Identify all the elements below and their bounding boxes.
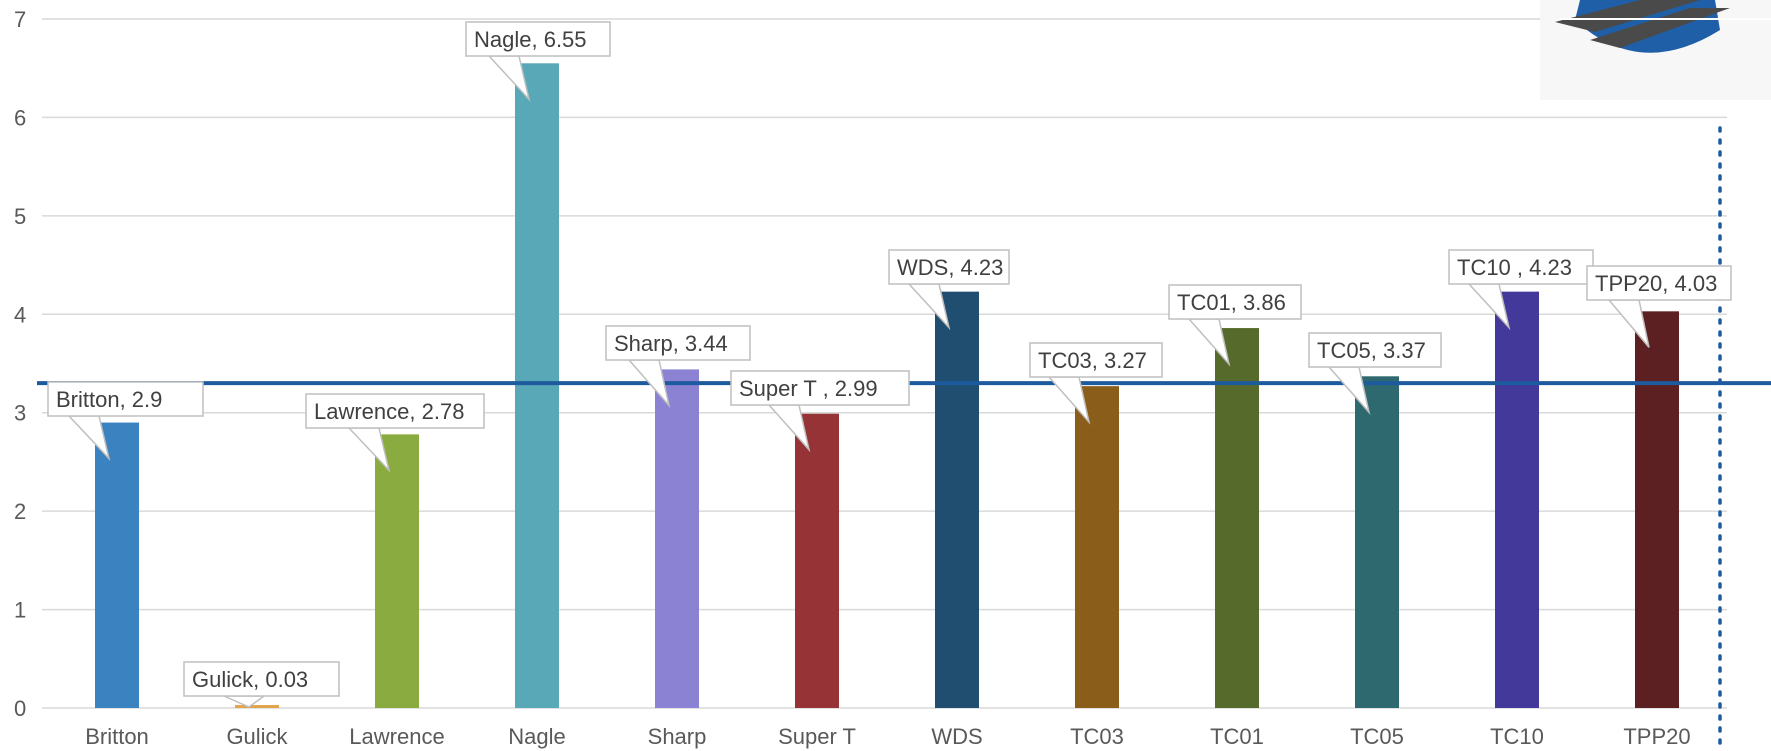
callout-fill [890,251,1008,283]
data-label-text: Lawrence, 2.78 [314,399,464,424]
callout-fill [1450,251,1592,283]
data-label-text: Super T , 2.99 [739,376,878,401]
data-label-text: WDS, 4.23 [897,255,1003,280]
y-tick-label: 0 [14,696,26,721]
callout-tail [487,55,531,102]
callout-fill [1310,334,1440,366]
x-tick-label: TPP20 [1623,724,1690,749]
x-tick-label: Super T [778,724,856,749]
bars [95,63,1679,709]
callout-tail [1187,318,1231,367]
data-labels: Britton, 2.9 Gulick, 0.03 Lawrence, 2.78 Na… [47,21,1732,708]
callout-fill [307,395,483,427]
callout-tail [67,415,111,462]
company-logo [1540,0,1771,100]
y-tick-label: 2 [14,499,26,524]
x-tick-label: Sharp [648,724,707,749]
y-tick-label: 5 [14,204,26,229]
bar [1495,291,1539,708]
data-label: Super T , 2.99 [730,370,910,453]
data-label-text: TC03, 3.27 [1038,348,1147,373]
data-label: Nagle, 6.55 [465,21,611,102]
callout-tail [1327,366,1371,415]
y-tick-label: 1 [14,598,26,623]
bar [655,369,699,708]
data-label: Sharp, 3.44 [605,325,751,409]
data-label-text: Gulick, 0.03 [192,667,308,692]
data-label: WDS, 4.23 [888,249,1010,331]
y-tick-label: 6 [14,105,26,130]
bar [1215,328,1259,708]
data-label: TC01, 3.86 [1168,284,1302,367]
x-tick-label: Britton [85,724,149,749]
data-label-text: TC05, 3.37 [1317,338,1426,363]
callout-tail [1467,283,1511,331]
x-tick-label: TC01 [1210,724,1264,749]
data-label-text: TC01, 3.86 [1177,290,1286,315]
data-label: TC05, 3.37 [1308,332,1442,415]
callout-fill [732,372,908,404]
callout-fill [1031,344,1161,376]
data-label: TPP20, 4.03 [1586,265,1732,348]
data-label-text: TPP20, 4.03 [1595,271,1717,296]
callout-fill [607,327,749,359]
x-tick-label: TC03 [1070,724,1124,749]
bar [235,705,279,708]
bar [375,434,419,708]
y-tick-label: 3 [14,401,26,426]
bar [1355,376,1399,708]
data-label-text: Sharp, 3.44 [614,331,728,356]
x-tick-label: TC10 [1490,724,1544,749]
data-label: TC03, 3.27 [1029,342,1163,425]
callout-tail [347,427,391,473]
x-tick-label: TC05 [1350,724,1404,749]
y-tick-label: 7 [14,7,26,32]
y-axis-ticks: 0 1 2 3 4 5 6 7 [14,7,26,721]
callout-tail [907,283,951,331]
callout-fill [1170,286,1300,318]
logo-stripe [1555,0,1700,32]
data-label: Lawrence, 2.78 [305,393,485,473]
data-label: Gulick, 0.03 [183,661,340,708]
bar [95,422,139,708]
bar [935,291,979,708]
gridlines [42,18,1727,709]
callout-fill [1588,267,1730,299]
data-label-text: TC10 , 4.23 [1457,255,1572,280]
data-label-text: Britton, 2.9 [56,387,162,412]
x-tick-label: Nagle [508,724,565,749]
bar [1075,386,1119,708]
bar [515,63,559,709]
x-tick-label: WDS [931,724,982,749]
bar [1635,311,1679,708]
callout-fill [185,663,338,695]
callout-tail [767,404,811,453]
data-label: TC10 , 4.23 [1448,249,1594,331]
bar [795,413,839,708]
callout-fill [467,23,609,55]
data-label: Britton, 2.9 [47,381,204,462]
x-tick-label: Lawrence [349,724,444,749]
callout-fill [49,383,202,415]
data-label-text: Nagle, 6.55 [474,27,587,52]
x-tick-label: Gulick [226,724,288,749]
x-axis-categories: Britton Gulick Lawrence Nagle Sharp Super T WD… [85,724,1690,749]
callout-tail [1607,299,1650,348]
y-tick-label: 4 [14,302,26,327]
